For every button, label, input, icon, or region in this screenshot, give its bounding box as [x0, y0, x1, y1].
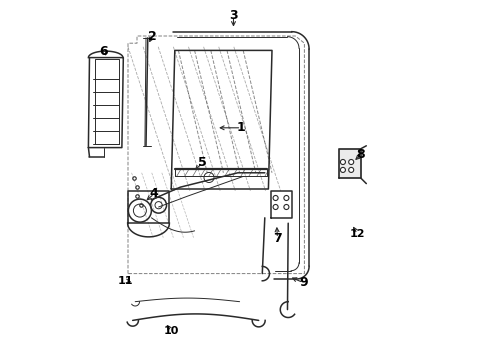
- Circle shape: [341, 167, 345, 172]
- Text: 5: 5: [198, 156, 207, 169]
- Text: 9: 9: [299, 276, 308, 289]
- Bar: [339, 149, 361, 178]
- Text: 7: 7: [273, 232, 282, 245]
- Text: 8: 8: [357, 148, 365, 161]
- Text: 1: 1: [237, 121, 246, 134]
- Circle shape: [349, 167, 354, 172]
- Text: 4: 4: [150, 187, 159, 200]
- Text: 11: 11: [118, 276, 133, 286]
- Text: 2: 2: [148, 30, 156, 43]
- Text: 12: 12: [349, 229, 365, 239]
- Circle shape: [341, 159, 345, 165]
- Text: 3: 3: [229, 9, 238, 22]
- Text: 6: 6: [99, 45, 108, 58]
- Circle shape: [349, 159, 354, 165]
- Text: 10: 10: [164, 326, 179, 336]
